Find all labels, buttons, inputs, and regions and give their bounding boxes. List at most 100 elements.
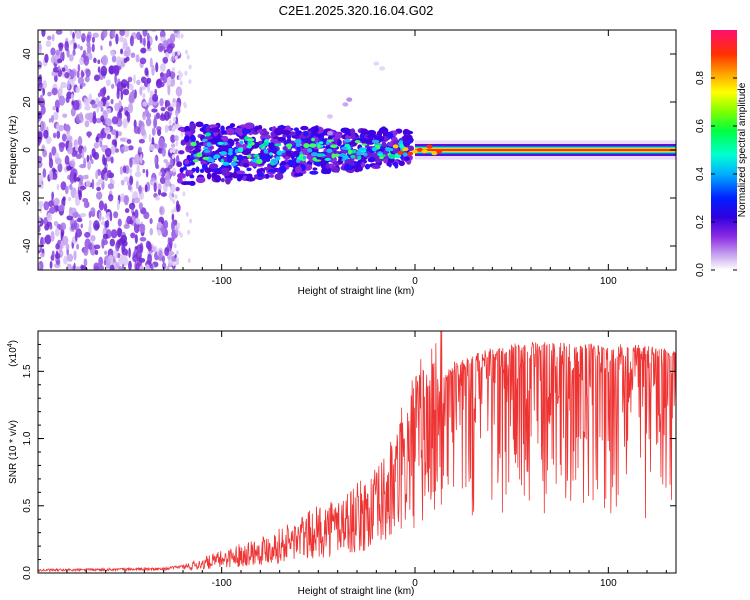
spectrogram-peak-cell xyxy=(311,137,315,142)
spectrogram-noise-cell xyxy=(54,99,60,110)
spectrogram-noise-cell xyxy=(155,62,159,73)
spectrogram-noise-cell xyxy=(104,250,107,255)
spectrogram-noise-cell xyxy=(53,132,57,139)
spectrogram-noise-cell xyxy=(92,32,99,38)
spectrogram-noise-cell xyxy=(55,205,60,212)
spectrogram-noise-cell xyxy=(115,262,120,269)
spectrogram-noise-cell xyxy=(123,224,130,229)
spectrogram-noise-cell xyxy=(70,93,74,100)
spectrogram-noise-cell xyxy=(177,33,181,39)
svg-text:(x104): (x104) xyxy=(7,340,19,367)
spectrogram-noise-cell xyxy=(51,197,54,206)
spectrogram-noise-cell xyxy=(85,68,91,78)
spectrogram-noise-cell xyxy=(129,35,134,47)
spectrogram-band-cell xyxy=(264,173,270,179)
spectrogram-peak-cell xyxy=(220,151,227,156)
spectrogram-band-cell xyxy=(394,162,399,169)
spectrogram-peak-cell xyxy=(237,147,244,153)
spectrogram-noise-cell xyxy=(135,180,139,190)
spectrogram-noise-cell xyxy=(172,67,176,73)
spectrogram-noise-cell xyxy=(175,186,180,192)
spectrogram-noise-cell xyxy=(54,252,61,260)
spectrogram-noise-cell xyxy=(83,55,90,66)
spectrogram-noise-cell xyxy=(97,100,104,108)
spectrogram-noise-cell xyxy=(116,227,122,238)
spectrogram-peak-cell xyxy=(281,150,286,153)
spectrogram-noise-cell xyxy=(169,196,173,202)
spectrogram-band-cell xyxy=(306,154,314,160)
spectrogram-band-cell xyxy=(286,151,292,157)
spectrogram-noise-cell xyxy=(69,207,77,214)
spectrogram-band-cell xyxy=(179,167,184,174)
spectrogram-band-cell xyxy=(325,167,332,175)
spectrogram-noise-cell xyxy=(118,257,124,265)
spectrogram-noise-cell xyxy=(60,81,67,89)
spectrogram-peak-cell xyxy=(246,144,252,149)
spectrogram-noise-cell xyxy=(117,218,122,227)
spectrogram-noise-cell xyxy=(163,220,169,230)
spectrogram-band-cell xyxy=(331,166,340,173)
snr-xtick-label: 100 xyxy=(600,578,617,589)
spectrogram-peak-cell xyxy=(230,161,237,167)
spectrogram-noise-cell xyxy=(107,183,115,190)
spectrogram-noise-cell xyxy=(160,192,167,197)
spectrogram-noise-cell xyxy=(136,164,140,173)
spectrogram-band-cell xyxy=(262,128,267,133)
spectrogram-noise-cell xyxy=(105,155,112,162)
spectrogram-noise-cell xyxy=(58,204,65,212)
spectrogram-peak-cell xyxy=(256,158,263,165)
spectrogram-noise-cell xyxy=(106,169,112,179)
spectrogram-peak-cell xyxy=(325,140,330,145)
spectrogram-noise-cell xyxy=(168,250,175,256)
spectrogram-noise-cell xyxy=(42,87,45,96)
spectrogram-noise-cell xyxy=(38,174,44,183)
spectrogram-noise-cell xyxy=(179,232,183,238)
spectrogram-band-cell xyxy=(293,127,299,132)
spectrogram-noise-cell xyxy=(55,30,63,35)
spectrogram-noise-cell xyxy=(78,228,82,237)
colorbar-tick-label: 0.2 xyxy=(695,215,706,229)
spectrogram-noise-cell xyxy=(172,185,176,191)
spectrogram-peak-cell xyxy=(239,140,244,145)
spectrogram-peak-cell xyxy=(371,139,380,144)
spectrogram-noise-cell xyxy=(86,34,91,44)
spectrogram-noise-cell xyxy=(115,33,119,45)
spectrogram-peak-cell xyxy=(309,143,317,148)
spectrogram-frame xyxy=(37,29,677,271)
spectrogram-noise-cell xyxy=(129,83,134,91)
spectrogram-band-cell xyxy=(340,127,350,134)
spectrogram-noise-cell xyxy=(101,54,109,66)
spectrogram-noise-cell xyxy=(92,110,97,121)
figure-title: C2E1.2025.320.16.04.G02 xyxy=(279,3,434,18)
spectrogram-noise-cell xyxy=(164,126,170,132)
spectrogram-noise-cell xyxy=(68,54,74,62)
spectrogram-noise-cell xyxy=(80,223,83,229)
spectrogram-noise-cell xyxy=(42,149,48,158)
spectrogram-noise-cell xyxy=(49,224,53,230)
spectrogram-band-cell xyxy=(340,165,345,171)
spectrogram-noise-cell xyxy=(84,75,90,83)
spectrogram-noise-cell xyxy=(73,219,77,231)
spectrogram-noise-cell xyxy=(117,110,123,121)
spectrogram-noise-cell xyxy=(49,169,54,181)
spectrogram-xtick-label: -100 xyxy=(212,276,232,287)
spectrogram-noise-cell xyxy=(166,68,172,79)
spectrogram-noise-cell xyxy=(73,212,79,218)
spectrogram-band-cell xyxy=(364,163,371,170)
spectrogram-peak-cell xyxy=(339,153,346,158)
spectrogram-noise-cell xyxy=(139,34,143,44)
spectrogram-noise-cell xyxy=(88,93,92,102)
spectrogram-peak-cell xyxy=(399,143,404,149)
spectrogram-noise-cell xyxy=(76,217,83,223)
spectrogram-noise-cell xyxy=(133,74,136,85)
snr-series-line xyxy=(38,331,676,573)
spectrogram-noise-cell xyxy=(38,242,41,251)
spectrogram-noise-cell xyxy=(187,229,191,235)
spectrogram-noise-cell xyxy=(99,140,103,148)
spectrogram-noise-cell xyxy=(168,170,173,176)
spectrogram-noise-cell xyxy=(60,222,67,231)
snr-ytick-label: 1.5 xyxy=(22,364,33,378)
spectrogram-noise-cell xyxy=(100,115,105,123)
spectrogram-noise-cell xyxy=(100,65,108,77)
spectrogram-band-cell xyxy=(263,166,269,171)
